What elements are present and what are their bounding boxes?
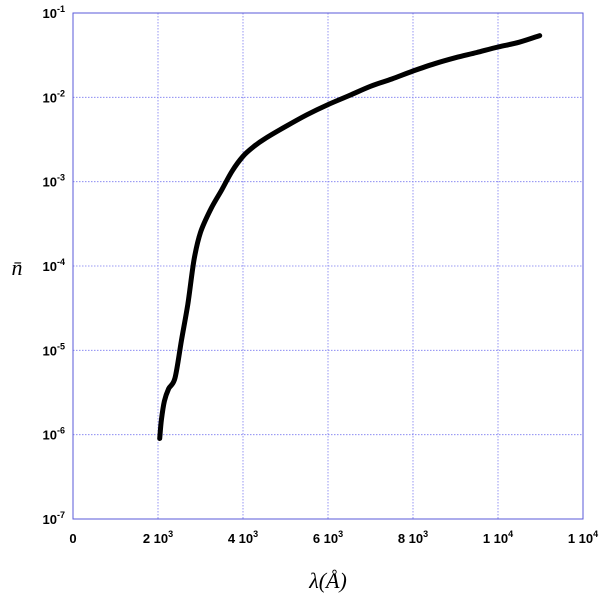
y-tick-label: 10-5 xyxy=(43,341,65,358)
x-tick-label: 6 103 xyxy=(313,529,343,546)
x-tick-label: 0 xyxy=(69,531,76,546)
x-tick-label: 2 103 xyxy=(143,529,173,546)
grid-lines xyxy=(72,12,584,520)
x-tick-labels: 0 2 103 4 103 6 103 8 103 1 104 1 104 xyxy=(69,529,598,546)
y-tick-label: 10-1 xyxy=(43,4,65,21)
plot-frame xyxy=(72,12,584,520)
series-line xyxy=(157,33,543,441)
y-tick-label: 10-2 xyxy=(43,88,65,105)
y-axis-label: n̄ xyxy=(12,255,23,280)
x-axis-label: λ(Å) xyxy=(308,568,347,593)
y-tick-label: 10-7 xyxy=(43,510,65,527)
x-tick-label: 4 103 xyxy=(228,529,258,546)
x-tick-label: 1 104 xyxy=(568,529,598,546)
x-tick-label: 1 104 xyxy=(483,529,513,546)
x-tick-label: 8 103 xyxy=(398,529,428,546)
y-tick-label: 10-4 xyxy=(43,257,65,274)
y-tick-labels: 10-7 10-6 10-5 10-4 10-3 10-2 10-1 xyxy=(43,4,65,527)
y-tick-label: 10-6 xyxy=(43,426,65,443)
y-tick-label: 10-3 xyxy=(43,173,65,190)
